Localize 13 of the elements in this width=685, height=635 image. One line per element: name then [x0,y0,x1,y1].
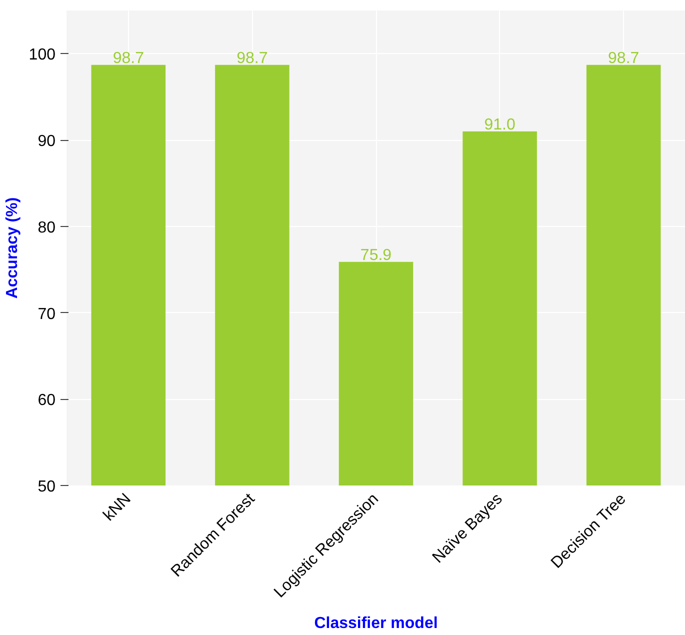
y-tick-label: 60 [38,392,56,410]
y-axis-title: Accuracy (%) [4,197,21,299]
data-label: 91.0 [484,116,516,134]
data-label: 75.9 [360,246,392,264]
y-tick-label: 70 [38,306,56,323]
data-label: 98.7 [236,50,268,67]
x-axis-title: Classifier model [314,615,438,632]
y-tick-label: 100 [28,46,56,64]
data-label: 98.7 [112,50,144,67]
y-tick-label: 80 [38,219,56,236]
y-tick-label: 50 [38,478,56,496]
y-tick-label: 90 [38,133,56,150]
data-label: 98.7 [608,50,640,67]
